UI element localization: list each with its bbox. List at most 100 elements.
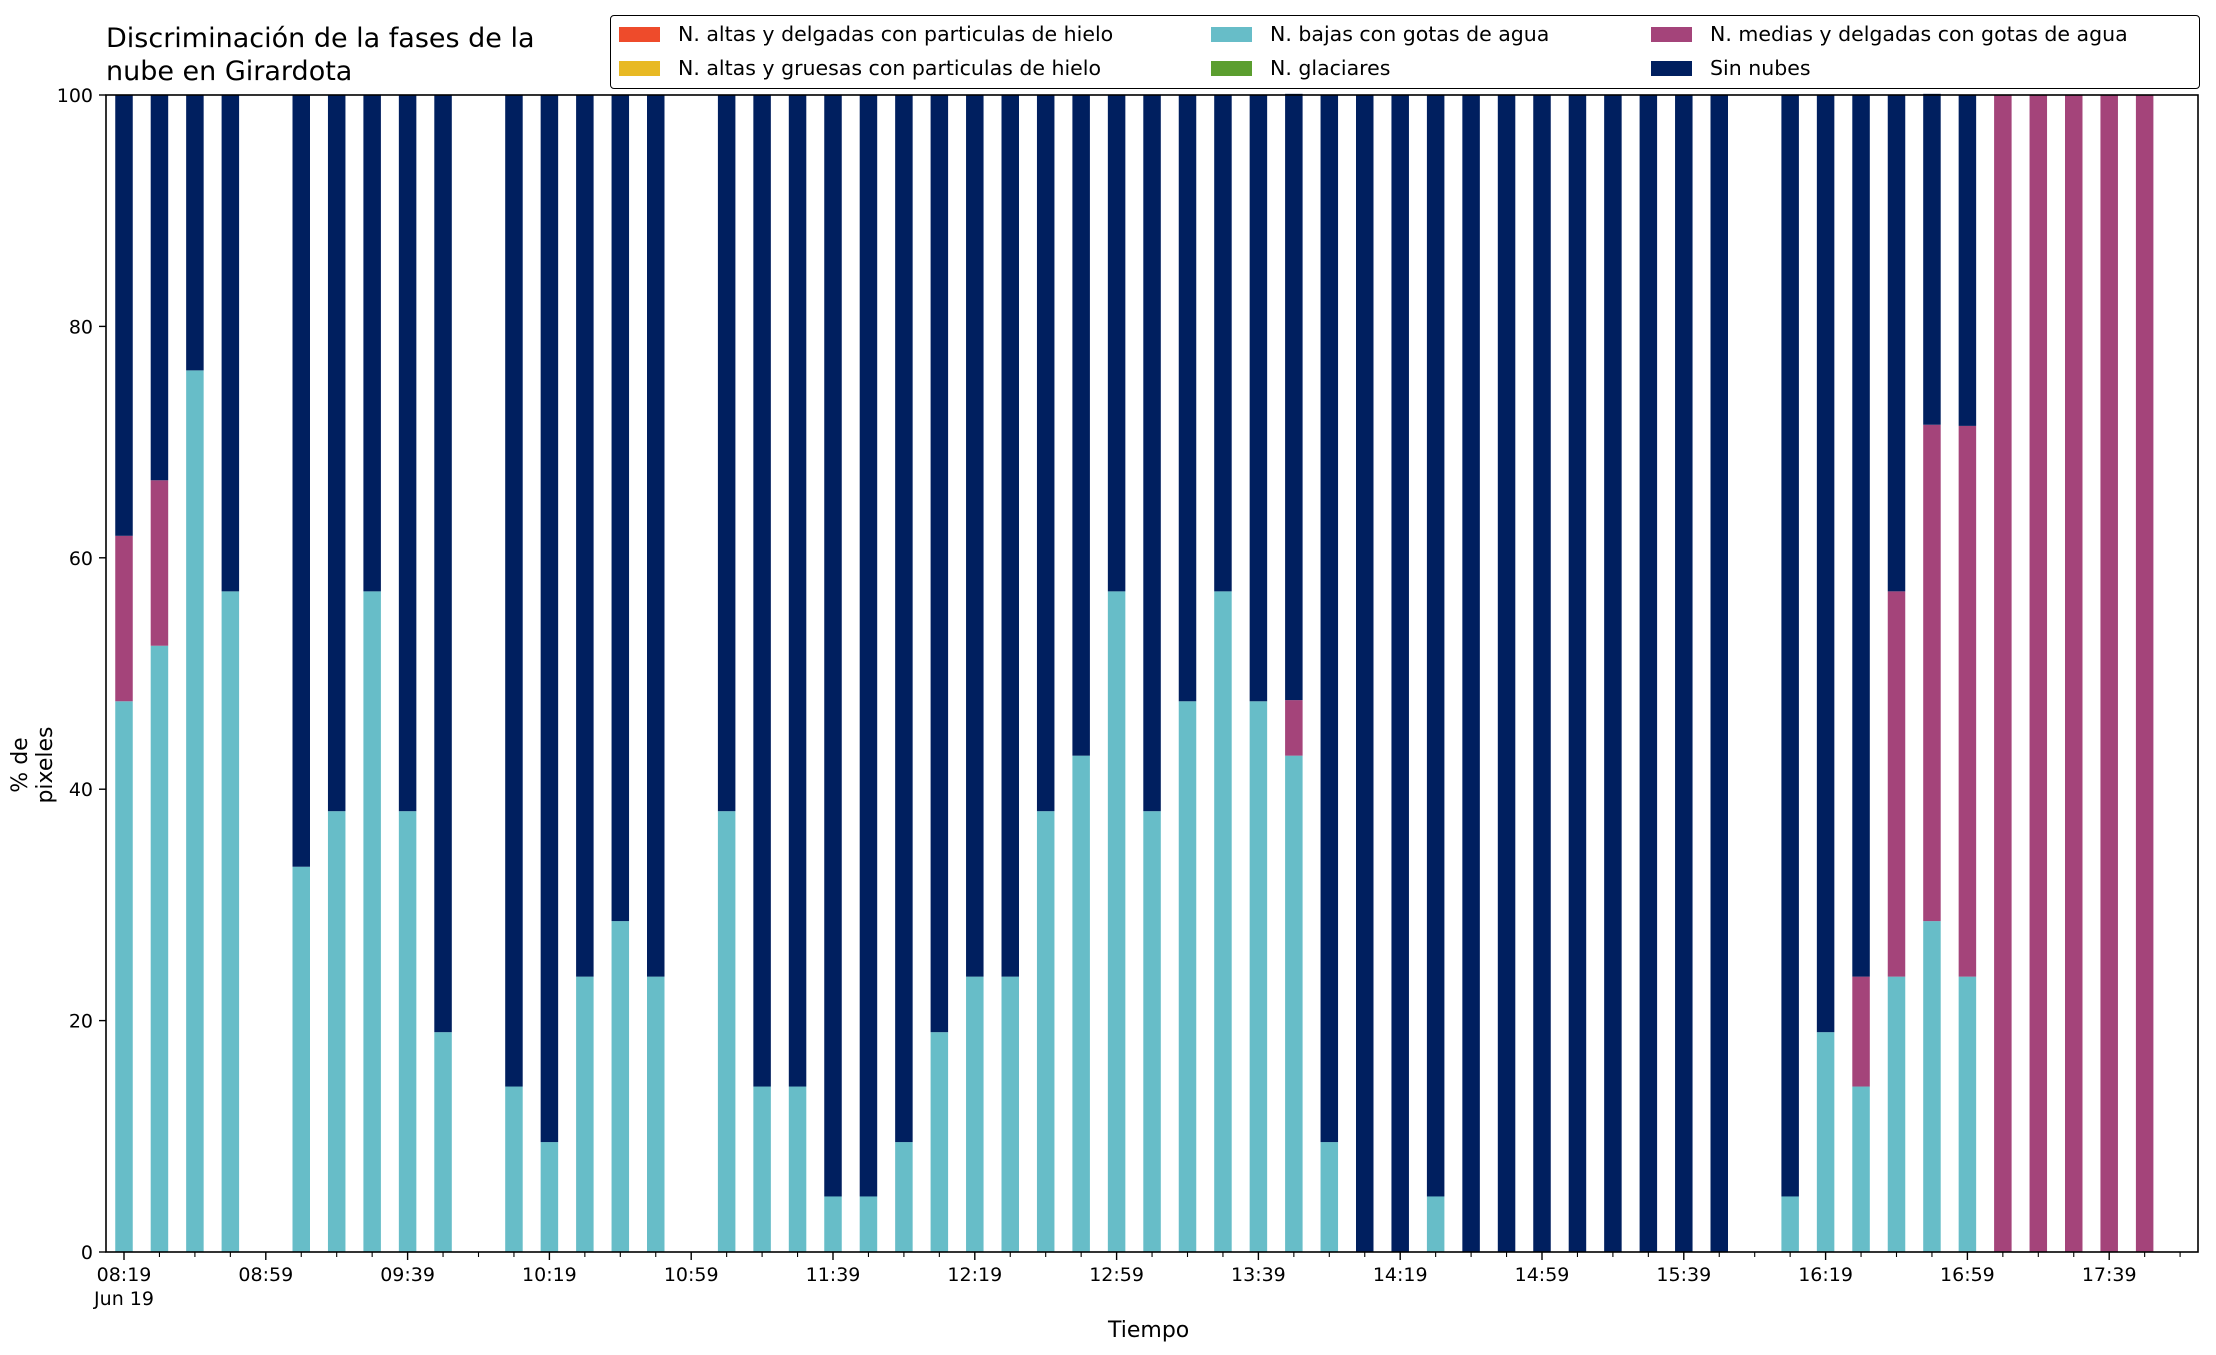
bar-segment-5-21	[859, 95, 878, 1197]
bar-segment-5-24	[966, 95, 984, 977]
axes-layer: 0 20 40 60 80 100 08:19 Jun 19 08:59 09:39 10:19 10…	[57, 85, 2199, 1310]
legend-swatch	[1651, 26, 1692, 42]
bar-segment-2-6	[327, 811, 346, 1252]
legend-label: N. altas y gruesas con particulas de hie…	[678, 56, 1102, 80]
x-tick-label: 16:19	[1798, 1264, 1853, 1286]
bar-segment-2-23	[930, 1032, 949, 1252]
bar-segment-4-54	[2029, 95, 2048, 1252]
bar-segment-2-11	[505, 1086, 523, 1252]
bar-segment-5-25	[1001, 95, 1019, 977]
legend-swatch	[1211, 60, 1252, 76]
y-tick-label: 100	[57, 85, 93, 107]
bar-segment-5-5	[292, 95, 310, 867]
bar-segment-2-14	[611, 921, 630, 1252]
bar-segment-2-1	[150, 645, 169, 1252]
bar-segment-5-6	[327, 95, 346, 812]
bar-segment-5-13	[576, 95, 594, 977]
bar-segment-5-14	[611, 95, 630, 922]
bar-segment-4-51	[1923, 424, 1941, 922]
y-tick-label: 40	[69, 779, 93, 801]
bar-segment-2-8	[398, 811, 417, 1252]
y-tick-label: 80	[69, 316, 93, 338]
bar-segment-5-12	[540, 95, 559, 1143]
bar-segment-4-0	[115, 535, 133, 702]
bar-segment-4-52	[1958, 425, 1977, 977]
x-tick-label: 12:19	[947, 1264, 1002, 1286]
bar-segment-5-29	[1143, 95, 1161, 812]
bar-segment-5-35	[1356, 95, 1374, 1252]
bar-segment-2-52	[1958, 976, 1977, 1252]
bar-segment-2-13	[576, 976, 594, 1252]
bar-segment-5-48	[1816, 95, 1835, 1033]
bar-segment-2-47	[1781, 1196, 1799, 1252]
bar-segment-2-25	[1001, 976, 1019, 1252]
bar-segment-5-47	[1781, 95, 1799, 1197]
bar-segment-2-30	[1178, 701, 1197, 1252]
bar-segment-2-48	[1816, 1032, 1835, 1252]
bar-segment-4-55	[2065, 95, 2083, 1252]
legend-item-glaciares: N. glaciares	[1211, 56, 1390, 80]
bar-segment-5-17	[717, 95, 736, 812]
y-axis-label: % de pixeles	[8, 726, 58, 804]
x-tick-label: 15:39	[1656, 1264, 1711, 1286]
bar-segment-5-36	[1391, 95, 1409, 1252]
bar-segment-2-5	[292, 866, 310, 1252]
bar-segment-4-57	[2135, 95, 2154, 1252]
y-tick-label: 60	[69, 548, 93, 570]
legend-swatch	[1211, 26, 1252, 42]
bar-segment-5-30	[1178, 95, 1197, 702]
bar-segment-2-21	[859, 1196, 878, 1252]
bar-segment-5-19	[788, 95, 807, 1087]
legend-label: N. glaciares	[1270, 56, 1391, 80]
bar-segment-5-38	[1462, 95, 1480, 1252]
bar-segment-2-18	[753, 1086, 771, 1252]
bar-segment-2-3	[221, 591, 240, 1252]
bar-segment-5-50	[1887, 95, 1906, 592]
bar-segment-5-44	[1675, 95, 1693, 1252]
bar-segment-5-2	[186, 95, 204, 371]
bar-segment-5-22	[895, 95, 913, 1143]
bar-segment-2-51	[1923, 921, 1941, 1252]
bar-segment-5-31	[1214, 95, 1232, 592]
bar-segment-2-37	[1426, 1196, 1445, 1252]
legend: N. altas y delgadas con particulas de hi…	[610, 15, 2200, 89]
bar-segment-5-3	[221, 95, 240, 592]
x-tick-label: 17:39	[2082, 1264, 2137, 1286]
bar-segment-2-24	[966, 976, 984, 1252]
x-tick-label: 13:39	[1231, 1264, 1286, 1286]
bar-segment-2-12	[540, 1142, 559, 1252]
legend-item-medias: N. medias y delgadas con gotas de agua	[1651, 22, 2128, 46]
x-tick-label: 16:59	[1940, 1264, 1995, 1286]
bars-layer	[115, 93, 2154, 1252]
bar-segment-5-11	[505, 95, 523, 1087]
bar-segment-5-43	[1639, 95, 1658, 1252]
x-tick-label: 11:39	[806, 1264, 861, 1286]
bar-segment-5-23	[930, 95, 949, 1033]
bar-segment-2-34	[1320, 1142, 1339, 1252]
bar-segment-5-1	[150, 95, 169, 481]
x-tick-label: 09:39	[380, 1264, 435, 1286]
bar-segment-5-32	[1249, 95, 1268, 702]
legend-item-bajas: N. bajas con gotas de agua	[1211, 22, 1549, 46]
bar-segment-4-33	[1285, 700, 1303, 756]
bar-segment-2-9	[434, 1032, 452, 1252]
x-axis-label: Tiempo	[1108, 1318, 1190, 1343]
bar-segment-4-49	[1852, 976, 1870, 1087]
x-tick-label: 08:59	[238, 1264, 293, 1286]
bar-segment-4-50	[1887, 591, 1906, 977]
legend-item-altas-delgadas: N. altas y delgadas con particulas de hi…	[619, 22, 1113, 46]
bar-segment-5-42	[1604, 95, 1622, 1252]
y-tick-label: 20	[69, 1011, 93, 1033]
bar-segment-2-50	[1887, 976, 1906, 1252]
bar-segment-4-53	[1994, 95, 2012, 1252]
bar-segment-2-28	[1107, 591, 1126, 1252]
bar-segment-2-15	[647, 976, 665, 1252]
bar-segment-2-17	[717, 811, 736, 1252]
bar-segment-5-15	[647, 95, 665, 977]
legend-label: Sin nubes	[1710, 56, 1811, 80]
bar-segment-5-49	[1852, 95, 1870, 977]
bar-segment-5-39	[1497, 95, 1516, 1252]
legend-item-altas-gruesas: N. altas y gruesas con particulas de hie…	[619, 56, 1101, 80]
bar-segment-4-56	[2100, 95, 2118, 1252]
bar-segment-5-45	[1710, 95, 1728, 1252]
